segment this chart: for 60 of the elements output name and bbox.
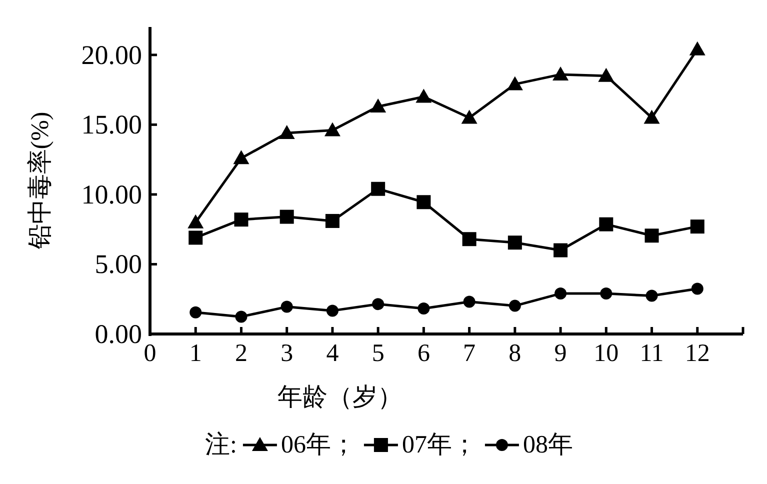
point — [234, 212, 248, 227]
point — [280, 300, 293, 313]
point — [324, 122, 340, 136]
point — [370, 98, 386, 113]
x-tick-label: 9 — [554, 340, 567, 367]
point — [508, 300, 521, 312]
point — [418, 302, 430, 314]
point — [598, 68, 614, 82]
point — [416, 195, 431, 210]
x-tick-label: 0 — [144, 340, 156, 367]
legend-title: 注: — [205, 430, 237, 458]
point — [690, 220, 704, 234]
point — [190, 306, 202, 318]
point — [691, 282, 704, 295]
y-axis-title: 铅中毒率(%) — [26, 112, 54, 250]
y-tick-label: 20.00 — [81, 40, 142, 70]
y-tick-label: 10.00 — [81, 179, 142, 210]
point — [325, 214, 340, 228]
legend-label: 06年； — [280, 432, 356, 458]
x-tick-label: 8 — [508, 340, 522, 367]
x-axis-title: 年龄（岁） — [278, 384, 402, 411]
y-tick-label: 5.00 — [94, 249, 142, 280]
point — [463, 296, 476, 308]
point — [188, 214, 204, 228]
point — [326, 304, 338, 317]
point — [278, 125, 295, 140]
point — [644, 110, 660, 124]
point — [554, 288, 567, 300]
x-tick-label: 5 — [372, 340, 384, 367]
x-tick-label: 6 — [417, 340, 430, 367]
x-tick-label: 3 — [280, 340, 294, 367]
point — [233, 150, 250, 164]
legend-label: 08年 — [522, 432, 573, 458]
point — [462, 232, 476, 246]
x-tick-label: 2 — [234, 340, 248, 367]
x-tick-label: 1 — [189, 340, 202, 367]
x-tick-label: 12 — [684, 340, 710, 367]
point — [188, 230, 203, 245]
point — [280, 210, 294, 224]
point — [372, 298, 384, 310]
point — [646, 290, 658, 302]
point — [416, 88, 432, 103]
point — [371, 182, 386, 196]
point — [600, 288, 612, 300]
x-tick-label: 11 — [640, 340, 664, 367]
point — [644, 228, 659, 243]
point — [461, 110, 478, 124]
point — [599, 217, 614, 232]
x-tick-label: 7 — [463, 340, 476, 367]
point — [235, 310, 248, 323]
point — [554, 243, 568, 258]
point — [508, 236, 522, 250]
point — [689, 41, 706, 56]
x-tick-label: 10 — [594, 340, 619, 367]
x-tick-label: 4 — [326, 340, 340, 367]
point — [506, 76, 523, 90]
y-tick-label: 0.00 — [94, 319, 142, 349]
legend-label: 07年； — [402, 432, 477, 458]
y-tick-label: 15.00 — [81, 110, 142, 140]
point — [552, 66, 569, 80]
